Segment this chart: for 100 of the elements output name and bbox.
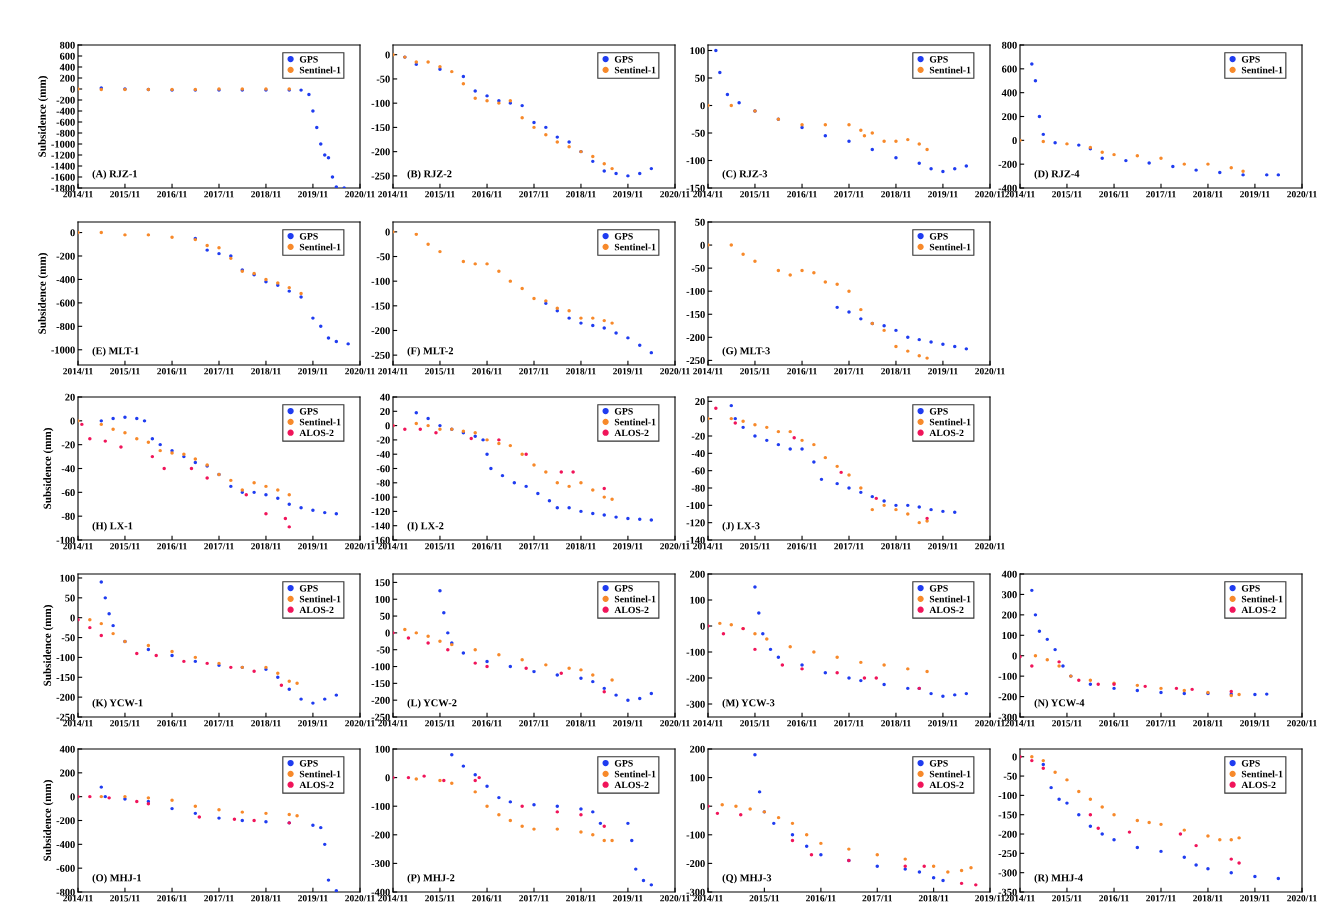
x-tick-label: 2016/11 [157, 895, 187, 902]
x-tick-label: 2017/11 [519, 895, 549, 902]
x-tick-label: 2019/11 [613, 720, 643, 727]
legend-label: GPS [929, 760, 948, 767]
x-tick-label: 2014/11 [1005, 191, 1035, 198]
x-tick-label: 2014/11 [378, 191, 408, 198]
y-tick-label: -200 [56, 693, 75, 701]
legend-label: Sentinel-1 [299, 66, 341, 74]
x-tick-label: 2015/11 [425, 543, 455, 550]
legend-label: GPS [929, 408, 948, 415]
y-tick-label: -250 [371, 351, 390, 359]
annotation: (P) MHJ-2 [407, 873, 455, 884]
y-tick-label: -100 [686, 831, 705, 839]
x-tick-label: 2018/11 [881, 191, 911, 198]
y-tick-label: -50 [691, 129, 705, 137]
x-tick-label: 2016/11 [157, 368, 187, 375]
y-tick-label: 600 [1001, 65, 1017, 73]
x-tick-label: 2020/11 [1287, 895, 1317, 902]
y-tick-label: -200 [56, 252, 75, 260]
y-axis-title: Subsidence (mm) [38, 76, 49, 157]
legend-label: Sentinel-1 [299, 595, 341, 603]
annotation: (D) RJZ-4 [1034, 169, 1080, 180]
y-tick-label: -300 [998, 869, 1017, 877]
x-tick-label: 2016/11 [157, 543, 187, 550]
y-tick-label: -600 [56, 864, 75, 872]
y-tick-label: -1600 [51, 173, 75, 181]
y-tick-label: -40 [691, 450, 705, 458]
y-tick-label: -100 [371, 277, 390, 285]
x-tick-label: 2019/11 [1240, 191, 1270, 198]
x-tick-label: 2015/11 [740, 720, 770, 727]
x-tick-label: 2016/11 [472, 191, 502, 198]
y-tick-label: -120 [371, 508, 390, 516]
x-tick-label: 2018/11 [881, 720, 911, 727]
y-tick-label: -50 [61, 634, 75, 642]
x-tick-label: 2017/11 [204, 368, 234, 375]
y-tick-label: -800 [56, 323, 75, 331]
x-tick-label: 2018/11 [566, 720, 596, 727]
y-tick-label: -100 [56, 654, 75, 662]
legend-label: GPS [614, 233, 633, 240]
x-tick-label: 2014/11 [693, 720, 723, 727]
x-tick-label: 2017/11 [834, 191, 864, 198]
annotation: (B) RJZ-2 [407, 169, 452, 180]
annotation: (H) LX-1 [92, 521, 133, 532]
y-tick-label: -80 [376, 479, 390, 487]
y-tick-label: -100 [998, 792, 1017, 800]
legend-label: ALOS-2 [614, 781, 649, 789]
legend-label: ALOS-2 [929, 606, 964, 614]
x-tick-label: 2016/11 [472, 720, 502, 727]
legend-label: GPS [1241, 760, 1260, 767]
x-tick-label: 2016/11 [787, 368, 817, 375]
x-tick-label: 2018/11 [881, 368, 911, 375]
annotation: (L) YCW-2 [407, 698, 457, 709]
x-tick-label: 2014/11 [378, 895, 408, 902]
legend-label: GPS [614, 408, 633, 415]
x-tick-label: 2017/11 [204, 720, 234, 727]
x-tick-label: 2014/11 [378, 720, 408, 727]
x-tick-label: 2016/11 [787, 191, 817, 198]
x-tick-label: 2018/11 [251, 368, 281, 375]
x-tick-label: 2015/11 [1052, 191, 1082, 198]
x-tick-label: 2019/11 [928, 191, 958, 198]
annotation: (Q) MHJ-3 [722, 873, 772, 884]
y-tick-label: -50 [376, 646, 390, 654]
x-tick-label: 2015/11 [110, 720, 140, 727]
x-tick-label: 2014/11 [63, 895, 93, 902]
legend-label: Sentinel-1 [299, 418, 341, 426]
y-tick-label: 100 [60, 574, 75, 582]
x-tick-label: 2015/11 [425, 720, 455, 727]
legend-label: GPS [614, 760, 633, 767]
y-tick-label: 100 [690, 596, 705, 604]
legend-label: ALOS-2 [614, 606, 649, 614]
legend-label: Sentinel-1 [929, 66, 971, 74]
y-tick-label: 100 [1002, 631, 1017, 639]
x-tick-label: 2018/11 [251, 191, 281, 198]
y-tick-label: -100 [686, 648, 705, 656]
y-tick-label: -300 [686, 888, 705, 896]
y-tick-label: -250 [686, 357, 705, 365]
legend-label: Sentinel-1 [1241, 66, 1283, 74]
x-tick-label: 2019/11 [298, 720, 328, 727]
y-tick-label: -150 [686, 184, 705, 192]
x-tick-label: 2016/11 [1099, 191, 1129, 198]
x-tick-label: 2020/11 [660, 368, 690, 375]
x-tick-label: 2014/11 [693, 191, 723, 198]
y-tick-label: 200 [690, 745, 705, 753]
x-tick-label: 2018/11 [1193, 895, 1223, 902]
legend-label: ALOS-2 [299, 606, 334, 614]
x-tick-label: 2015/11 [110, 543, 140, 550]
annotation: (K) YCW-1 [92, 698, 143, 709]
x-tick-label: 2016/11 [806, 895, 836, 902]
y-tick-label: -1200 [51, 151, 75, 159]
x-tick-label: 2017/11 [204, 191, 234, 198]
y-tick-label: -20 [376, 436, 390, 444]
x-tick-label: 2020/11 [975, 720, 1005, 727]
y-tick-label: -400 [56, 276, 75, 284]
annotation: (G) MLT-3 [722, 346, 770, 357]
y-tick-label: 0 [1012, 137, 1017, 145]
legend-label: Sentinel-1 [929, 418, 971, 426]
y-tick-label: -200 [686, 674, 705, 682]
x-tick-label: 2017/11 [204, 543, 234, 550]
y-tick-label: -1800 [51, 184, 75, 192]
x-tick-label: 2018/11 [251, 720, 281, 727]
